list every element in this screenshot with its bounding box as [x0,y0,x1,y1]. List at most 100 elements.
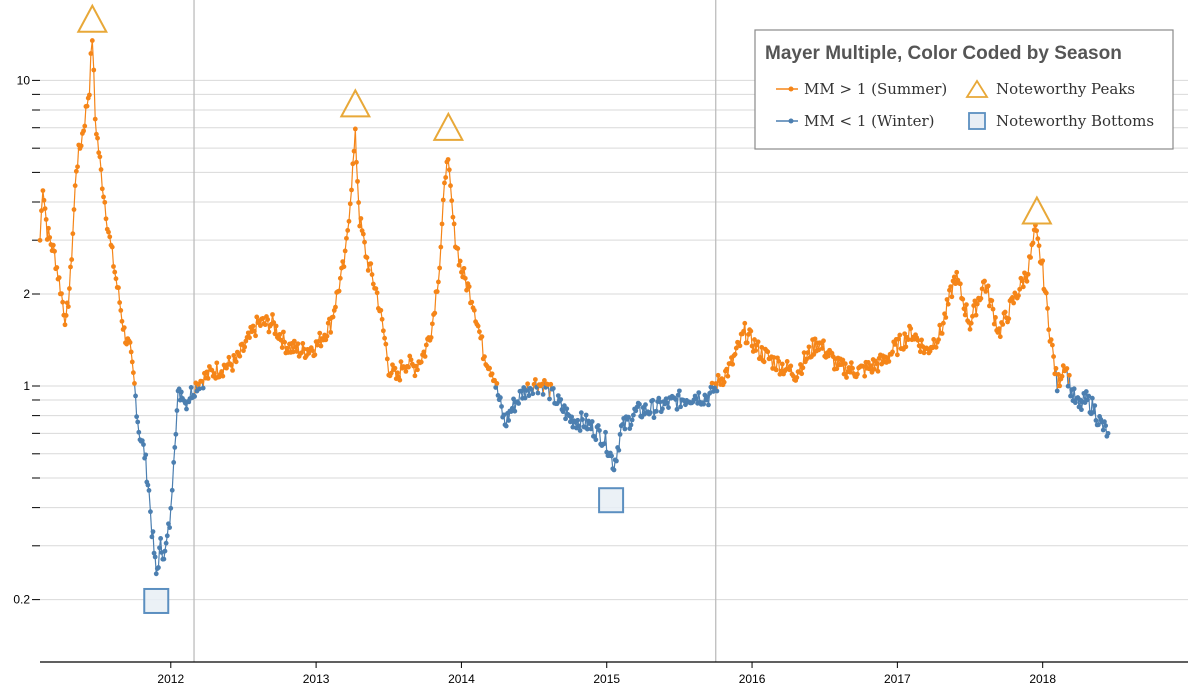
summer-point [365,267,371,273]
series-segment [385,344,388,360]
winter-point [547,396,552,402]
summer-point [428,335,434,340]
summer-point [340,259,346,264]
summer-point [398,359,404,365]
summer-point [788,363,794,369]
winter-point [593,437,599,443]
winter-point [1065,383,1071,389]
winter-point [1092,403,1098,409]
summer-point [787,367,792,373]
winter-point [663,396,669,402]
summer-point [943,315,949,320]
summer-point [109,244,115,250]
summer-point [954,269,960,275]
series-segment [68,266,72,289]
series-segment [72,209,75,234]
grid-layer [40,0,1188,662]
winter-point [633,408,639,414]
series-segment [134,395,138,417]
legend: Mayer Multiple, Color Coded by Season MM… [754,29,1174,150]
summer-point [1002,309,1008,315]
summer-point [471,307,477,313]
series-segment [445,161,448,178]
summer-point [294,349,300,354]
summer-point [790,373,796,379]
summer-point [979,286,985,292]
winter-point [197,386,202,392]
summer-point [374,290,380,296]
series-segment [104,202,107,219]
summer-point [921,350,927,356]
summer-point [103,216,109,222]
summer-point [1011,300,1017,306]
summer-point [429,321,435,327]
winter-point [1091,409,1096,415]
summer-point [850,365,855,371]
winter-point [1083,389,1089,394]
winter-point [630,412,636,418]
x-tick-label: 2014 [448,672,475,686]
summer-point [113,276,119,282]
summer-point [978,296,984,301]
series-segment [1052,356,1056,374]
summer-point [421,349,427,355]
summer-point [1049,342,1055,348]
series-segment [363,242,367,257]
summer-point [68,264,73,270]
summer-point [993,315,998,320]
summer-point [1043,290,1049,296]
summer-point [963,302,969,308]
winter-point [506,418,512,423]
summer-point [765,349,771,355]
winter-point [616,447,622,453]
series-segment [548,384,552,400]
summer-point [937,322,943,328]
summer-point [254,314,260,320]
winter-point [643,402,648,408]
summer-point [784,359,790,364]
summer-point [434,289,440,294]
summer-point [378,307,384,313]
summer-point [812,336,818,342]
winter-point [704,394,710,400]
summer-point [102,199,108,205]
summer-point [995,330,1001,335]
summer-point [847,369,853,375]
summer-point [72,183,78,189]
winter-point [529,387,534,392]
series-segment [744,323,747,343]
winter-point [714,388,720,394]
summer-point [345,228,351,233]
summer-point [1006,316,1012,322]
summer-point [241,348,246,354]
winter-point [139,438,145,444]
series-segment [1045,292,1049,309]
summer-point [733,345,739,351]
summer-point [804,356,809,362]
summer-point [732,351,738,357]
summer-point [99,186,105,192]
winter-point [576,423,582,429]
summer-point [226,354,232,360]
summer-point [130,370,136,376]
summer-point [250,323,256,329]
summer-point [413,363,419,369]
summer-point [89,38,95,43]
series-segment [93,69,96,120]
summer-point [1059,373,1065,379]
summer-point [525,381,531,387]
series-segment [358,202,361,227]
series-segment [1042,260,1045,290]
summer-point [271,320,277,325]
summer-point [990,306,996,312]
summer-point [982,278,987,284]
winter-point [1102,419,1107,425]
series-segment [94,119,97,135]
summer-point [349,187,354,193]
winter-point [145,482,151,488]
summer-point [418,359,424,365]
summer-point [532,377,538,382]
summer-point [237,353,243,359]
winter-point [168,505,174,511]
summer-point [295,341,301,347]
